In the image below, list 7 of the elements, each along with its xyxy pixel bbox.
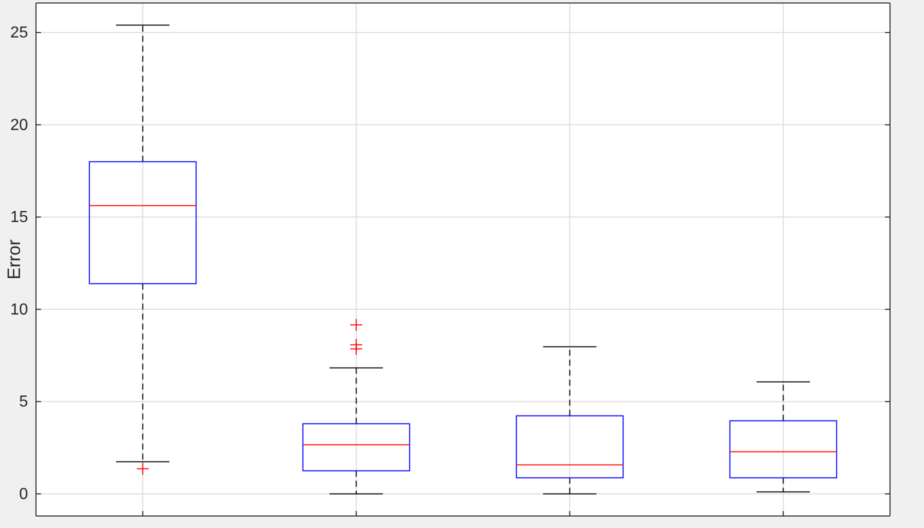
y-axis-title: Error: [4, 239, 24, 280]
y-tick-label: 15: [10, 209, 28, 226]
y-tick-label: 5: [19, 394, 28, 411]
y-tick-label: 0: [19, 486, 28, 503]
y-tick-label: 20: [10, 116, 28, 134]
y-tick-label: 25: [10, 24, 28, 42]
y-tick-label: 10: [10, 301, 28, 318]
